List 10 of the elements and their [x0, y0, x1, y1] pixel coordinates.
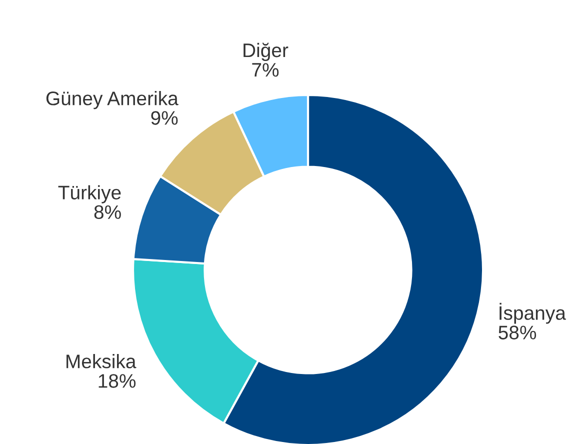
slice-label: Güney Amerika — [46, 91, 178, 110]
data-label: 9% — [151, 111, 178, 125]
data-label: 7% — [252, 63, 279, 77]
data-label: 8% — [94, 205, 121, 220]
slice-label: Diğer — [244, 42, 288, 62]
slice-label: Meksika — [66, 354, 136, 368]
data-label: 58% — [498, 326, 536, 340]
slice-label: İspanya — [500, 302, 566, 324]
slice-label: Türkiye — [58, 185, 121, 204]
data-label: 18% — [98, 374, 136, 388]
